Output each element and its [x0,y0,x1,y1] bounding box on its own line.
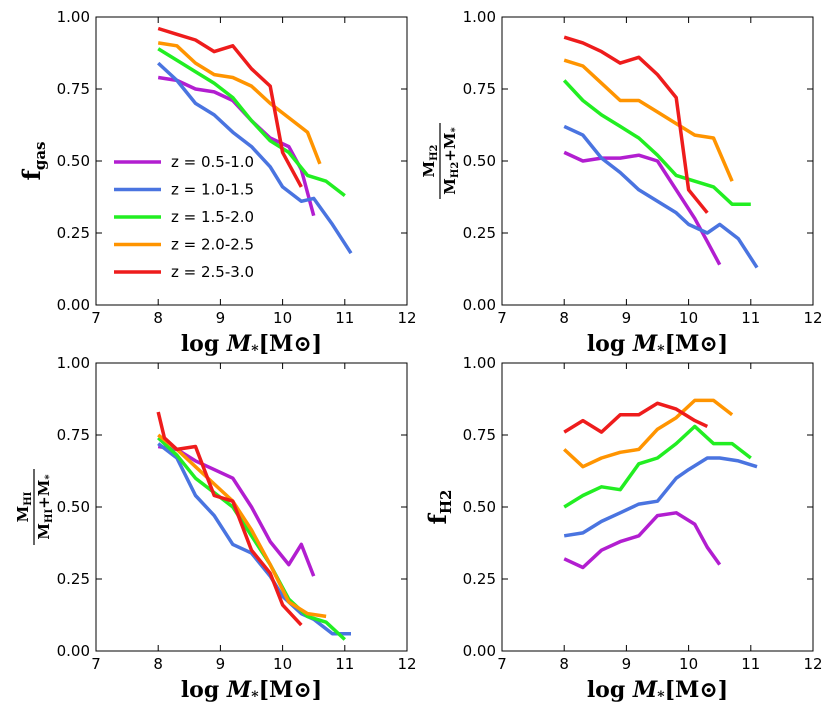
series-line-z2 [157,442,351,636]
series-line-z1 [157,444,316,577]
series-line-z1 [563,511,722,570]
x-tick-label: 7 [91,655,101,673]
x-tick-label: 11 [335,655,354,673]
y-tick-label: 0.25 [463,570,496,588]
x-tick-label: 8 [153,309,163,327]
y-tick-label: 0.75 [57,426,90,444]
y-tick-label: 0.25 [463,224,496,242]
series-line-z2 [563,456,758,538]
x-tick-label: 7 [497,655,507,673]
panel-fh2: 7 8 9 10 11 12 0.00 0.25 0.50 0.75 1.00 log M*[M⊙] f… [423,354,823,705]
panel-mhi: 7 8 9 10 11 12 0.00 0.25 0.50 0.75 1.00 log M*[M⊙] M… [14,354,417,705]
y-tick-label: 1.00 [463,354,496,372]
legend-label-z3: z = 1.5-2.0 [171,208,254,226]
series-line-z5 [563,35,709,214]
x-tick-label: 9 [622,655,632,673]
y-tick-label: 1.00 [57,8,90,26]
x-tick-label: 10 [273,309,292,327]
y-tick-label: 0.75 [57,80,90,98]
x-tick-label: 7 [91,309,101,327]
y-axis-label: fH2 [423,490,455,525]
x-axis-label: log M*[M⊙] [181,331,322,359]
legend-label-z4: z = 2.0-2.5 [171,236,254,254]
x-tick-label: 8 [559,309,569,327]
x-tick-label: 8 [153,655,163,673]
x-tick-label: 12 [397,655,416,673]
y-tick-label: 0.50 [57,498,90,516]
x-axis-label: log M*[M⊙] [181,677,322,705]
axes-frame [501,362,814,652]
y-tick-label: 0.00 [57,642,90,660]
legend-label-z1: z = 0.5-1.0 [171,153,254,171]
y-tick-label: 1.00 [463,8,496,26]
x-tick-label: 11 [741,309,760,327]
y-label-denominator: MHI+M* [35,474,55,540]
y-label-numerator: MHI [14,491,34,522]
x-tick-label: 9 [216,655,226,673]
series-line-z5 [563,401,709,434]
x-tick-label: 11 [335,309,354,327]
x-axis-label: log M*[M⊙] [587,677,728,705]
series-line-z4 [563,58,734,182]
x-axis-label: log M*[M⊙] [587,331,728,359]
x-tick-label: 7 [497,309,507,327]
y-tick-label: 0.50 [463,152,496,170]
legend: z = 0.5-1.0 z = 1.0-1.5 z = 1.5-2.0 z = 2.0… [114,153,254,281]
series-line-z4 [157,433,327,619]
y-label-numerator: MH2 [420,144,440,177]
y-tick-label: 0.25 [57,570,90,588]
series-line-z5 [156,411,303,627]
y-tick-label: 0.50 [57,152,90,170]
y-tick-label: 0.75 [463,80,496,98]
x-tick-label: 10 [679,309,698,327]
x-tick-label: 10 [679,655,698,673]
x-tick-label: 8 [559,655,569,673]
x-tick-label: 10 [273,655,292,673]
series-line-z2 [157,61,353,255]
panel-fgas: 7 8 9 10 11 12 0.00 0.25 0.50 0.75 1.00 log M*[M⊙] f… [17,8,417,359]
series-line-z3 [157,47,346,197]
y-axis-label: fgas [17,142,49,181]
legend-label-z5: z = 2.5-3.0 [171,263,254,281]
series-line-z3 [157,436,346,641]
y-label-denominator: MH2+M* [441,127,461,195]
y-tick-label: 1.00 [57,354,90,372]
series-line-z4 [157,41,322,165]
x-tick-label: 9 [216,309,226,327]
x-tick-label: 11 [741,655,760,673]
x-tick-label: 9 [622,309,632,327]
y-tick-label: 0.25 [57,224,90,242]
legend-label-z2: z = 1.0-1.5 [171,181,254,199]
y-tick-label: 0.75 [463,426,496,444]
x-tick-label: 12 [803,655,822,673]
y-tick-label: 0.50 [463,498,496,516]
y-tick-label: 0.00 [463,296,496,314]
panel-mh2: 7 8 9 10 11 12 0.00 0.25 0.50 0.75 1.00 log M*[M⊙] M… [420,8,823,359]
y-tick-label: 0.00 [57,296,90,314]
series-line-z5 [157,26,303,188]
series-line-z2 [563,124,759,269]
y-tick-label: 0.00 [463,642,496,660]
series-line-z3 [562,79,751,206]
series-line-z1 [563,150,722,266]
series-line-z4 [563,398,734,469]
x-tick-label: 12 [803,309,822,327]
series-line-z3 [563,424,752,509]
x-tick-label: 12 [397,309,416,327]
